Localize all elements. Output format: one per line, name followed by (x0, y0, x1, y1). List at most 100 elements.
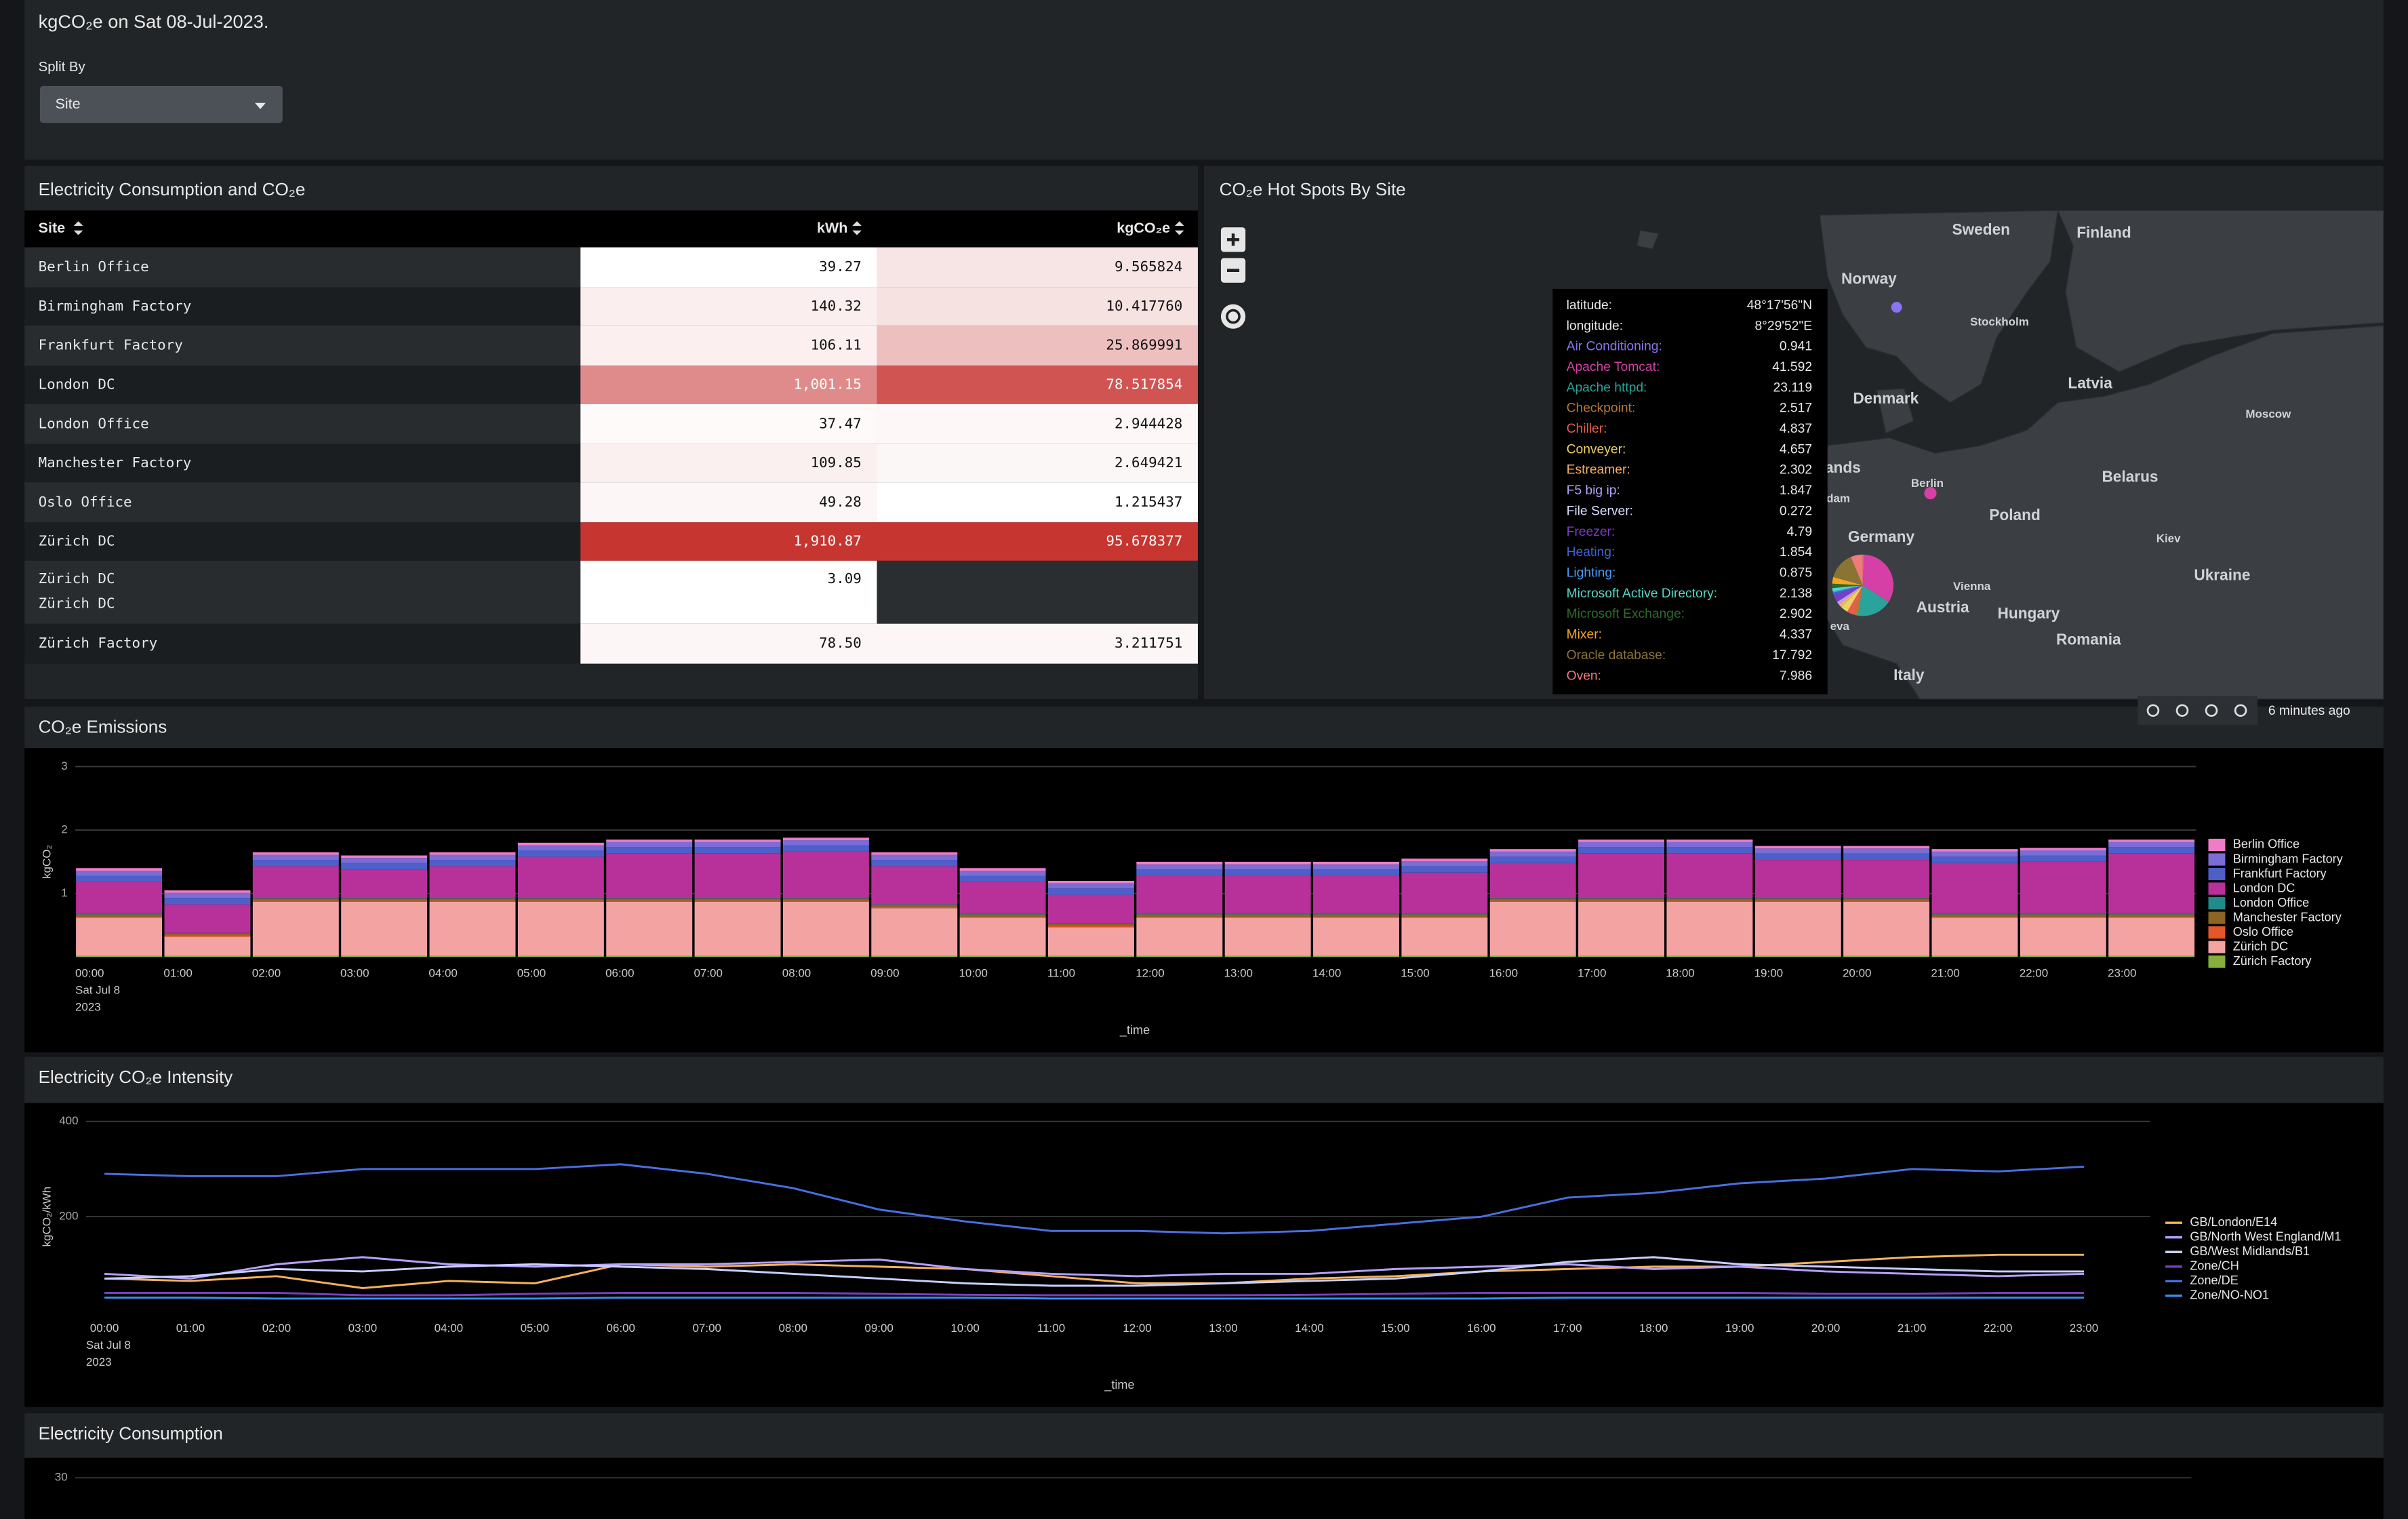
map-place-label: Latvia (2068, 374, 2112, 391)
bar-segment (1401, 955, 1488, 958)
legend-label: GB/London/E14 (2190, 1215, 2277, 1229)
bar-segment (164, 892, 251, 899)
site-name: Zürich DC (39, 533, 115, 549)
bar-segment (606, 899, 693, 901)
bar-segment (1489, 849, 1576, 852)
bar-segment (2020, 918, 2106, 956)
bar-segment (517, 898, 604, 899)
bar-segment (1578, 900, 1665, 902)
bar-segment (1047, 955, 1134, 958)
bar-segment (517, 955, 604, 958)
pie-slice (1834, 585, 1863, 602)
bar-segment (252, 898, 339, 899)
heat-cell (580, 326, 877, 366)
bar-segment (2020, 861, 2106, 914)
bar-segment (959, 913, 1046, 915)
x-tick-label: 07:00 (694, 967, 722, 980)
bar-segment (429, 899, 516, 901)
bar-segment (606, 847, 693, 854)
toolbar-button[interactable] (2175, 704, 2189, 717)
x-tick-label: 07:00 (692, 1322, 721, 1335)
bar-segment (252, 899, 339, 901)
tooltip-label: Checkpoint: (1567, 401, 1636, 416)
x-tick-label: 03:00 (348, 1322, 377, 1335)
bar-segment (252, 860, 339, 867)
x-tick-label: 22:00 (2020, 967, 2048, 980)
pie-slice (1839, 585, 1863, 608)
header-panel (24, 0, 2384, 160)
bar-segment (1666, 840, 1753, 842)
bar-segment (517, 850, 604, 857)
locate-button[interactable] (1220, 304, 1246, 329)
x-tick-label: 18:00 (1639, 1322, 1668, 1335)
table-cell-bg (24, 326, 581, 366)
tooltip-value: 2.302 (1780, 463, 1812, 477)
x-tick-label: 13:00 (1209, 1322, 1237, 1335)
toolbar-button[interactable] (2146, 704, 2160, 717)
toolbar-button[interactable] (2234, 704, 2247, 717)
last-updated: 6 minutes ago (2268, 704, 2350, 718)
x-tick-label: 22:00 (1984, 1322, 2012, 1335)
map-place-label: Kiev (2156, 532, 2181, 545)
bar-segment (1666, 900, 1753, 902)
pie-slice (1837, 585, 1863, 605)
cell-value: 3.211751 (1115, 635, 1182, 651)
sort-icon (73, 221, 83, 235)
bar-segment (1754, 860, 1841, 899)
bar-segment (1754, 899, 1841, 901)
map-place-label: Ukraine (2194, 566, 2250, 584)
legend-swatch (2208, 896, 2226, 910)
bar-segment (76, 870, 163, 876)
toolbar-button[interactable] (2205, 704, 2218, 717)
legend-label: Oslo Office (2233, 925, 2293, 939)
bar-segment (1931, 914, 2018, 917)
cell-value: 49.28 (819, 494, 862, 510)
bar-segment (76, 916, 163, 918)
bar-segment (1313, 861, 1399, 865)
tooltip-label: Oven: (1567, 669, 1601, 683)
tooltip-label: Oracle database: (1567, 648, 1666, 663)
x-tick-label: 06:00 (605, 967, 634, 980)
heat-cell (580, 560, 877, 624)
bar-segment (1578, 955, 1665, 958)
x-tick-label: 21:00 (1898, 1322, 1926, 1335)
y-tick-label: 3 (61, 760, 67, 772)
bar-segment (1313, 918, 1399, 956)
bar-segment (1843, 853, 1930, 861)
page-title: kgCO₂e on Sat 08-Jul-2023. (39, 11, 269, 32)
legend-swatch (2208, 926, 2226, 939)
bar-segment (1843, 900, 1930, 902)
table-cell-bg (24, 482, 581, 523)
chart: Electricity CO₂e Intensity 200 400 00:00 01:… (24, 1057, 2384, 1408)
bar-segment (164, 898, 251, 905)
bar-segment (1224, 869, 1311, 876)
bar-segment (1931, 913, 2018, 915)
tooltip-label: latitude: (1567, 298, 1612, 313)
legend-swatch (2208, 853, 2226, 866)
bar-segment (2108, 918, 2195, 956)
chart-title: Electricity Consumption (39, 1423, 223, 1444)
x-tick-label: 11:00 (1047, 967, 1075, 980)
tooltip-label: Apache Tomcat: (1567, 360, 1660, 374)
bar-segment (1401, 914, 1488, 917)
x-tick-label: 03:00 (340, 967, 369, 980)
tooltip-value: 23.119 (1773, 380, 1812, 395)
tooltip-label: Apache httpd: (1567, 380, 1647, 395)
table-cell-bg (24, 287, 581, 326)
bar-segment (1666, 955, 1753, 958)
bar-segment (76, 868, 163, 871)
cell-value: 37.47 (819, 415, 862, 431)
heat-cell (580, 482, 877, 523)
bar-segment (782, 837, 869, 841)
table-header-row (24, 210, 1198, 248)
legend-label: Zone/NO-NO1 (2190, 1288, 2269, 1302)
bar-segment (1754, 898, 1841, 899)
split-by-dropdown[interactable] (39, 85, 283, 123)
map-land (1876, 388, 1914, 434)
bar-segment (252, 866, 339, 899)
bar-segment (1931, 856, 2018, 863)
tooltip-label: F5 big ip: (1567, 484, 1620, 498)
legend-label: Zürich Factory (2233, 954, 2312, 968)
bar-segment (1136, 864, 1223, 870)
bar-segment (1136, 916, 1223, 918)
